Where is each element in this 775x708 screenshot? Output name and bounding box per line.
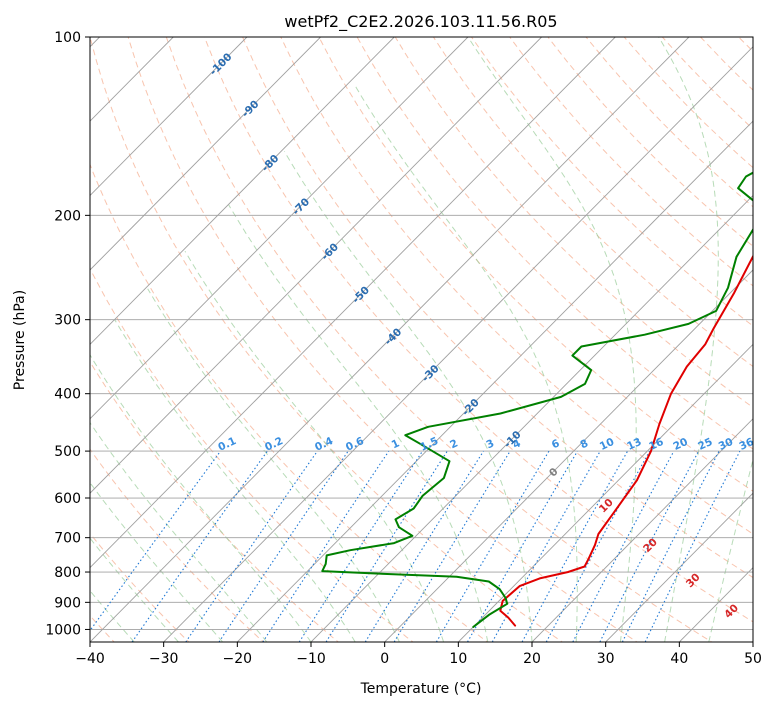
axes: −40 −30 −20 −10 0 10 20 30 40 50 1000 900 800 700 600 5… bbox=[45, 30, 762, 667]
x-tick-label: 40 bbox=[670, 651, 688, 667]
y-tick-label: 1000 bbox=[45, 622, 81, 638]
x-tick-label: 30 bbox=[597, 651, 615, 667]
mixing-ratio-line bbox=[521, 450, 629, 642]
moist-adiabat bbox=[467, 37, 637, 642]
mixing-ratio-line bbox=[545, 450, 651, 642]
mixing-ratio-line bbox=[90, 450, 221, 632]
chart-title: wetPf2_C2E2.2026.103.11.56.R05 bbox=[284, 12, 557, 32]
isotherm bbox=[384, 269, 753, 642]
moist-adiabat bbox=[283, 151, 533, 642]
isotherm bbox=[90, 37, 616, 569]
x-axis-label: Temperature (°C) bbox=[360, 681, 482, 697]
moist-adiabat bbox=[90, 537, 179, 642]
mixing-ratio-line bbox=[572, 450, 675, 642]
profile-lines bbox=[321, 171, 753, 628]
dry-adiabat bbox=[432, 37, 753, 368]
dry-adiabat bbox=[318, 37, 753, 492]
dewpoint-profile-line bbox=[321, 171, 753, 628]
moist-adiabat bbox=[90, 421, 268, 642]
x-tick-label: −10 bbox=[296, 651, 326, 667]
mixing-ratio-line bbox=[298, 450, 423, 642]
y-tick-label: 500 bbox=[54, 444, 81, 460]
dry-adiabat bbox=[394, 37, 753, 409]
mixing-ratio-label: 4 bbox=[511, 437, 523, 451]
y-tick-label: 400 bbox=[54, 387, 81, 403]
isotherm bbox=[90, 37, 690, 642]
mixing-ratio-label: 13 bbox=[625, 436, 643, 453]
x-tick-label: 20 bbox=[523, 651, 541, 667]
mixing-ratio-label: 3 bbox=[484, 437, 496, 451]
mixing-ratio-label: 20 bbox=[672, 436, 690, 453]
mixing-ratio-line bbox=[364, 450, 484, 642]
mixing-ratio-label: 8 bbox=[578, 437, 590, 451]
mixing-ratio-line bbox=[644, 450, 741, 642]
mixing-ratio-line bbox=[621, 450, 720, 642]
x-tick-label: −30 bbox=[149, 651, 179, 667]
dry-adiabat bbox=[90, 163, 489, 642]
y-tick-label: 900 bbox=[54, 595, 81, 611]
moist-adiabat bbox=[658, 37, 719, 642]
moist-adiabat bbox=[147, 288, 400, 642]
isotherm bbox=[90, 37, 395, 345]
y-tick-label: 100 bbox=[54, 30, 81, 46]
isotherm bbox=[605, 492, 753, 642]
moist-adiabat bbox=[353, 83, 578, 642]
isotherm bbox=[90, 37, 248, 197]
y-tick-label: 300 bbox=[54, 313, 81, 329]
y-tick-label: 200 bbox=[54, 208, 81, 224]
dry-adiabat bbox=[90, 267, 414, 642]
isotherm bbox=[310, 194, 753, 642]
background-lines bbox=[90, 37, 753, 642]
mixing-ratio-label: 6 bbox=[550, 437, 562, 451]
mixing-ratio-line bbox=[325, 450, 448, 642]
temperature-profile-line bbox=[499, 254, 753, 627]
isotherm bbox=[237, 120, 753, 642]
isotherm bbox=[90, 37, 542, 494]
isotherm bbox=[163, 46, 753, 642]
y-tick-label: 700 bbox=[54, 531, 81, 547]
mixing-ratio-label: 36 bbox=[737, 436, 755, 453]
x-tick-label: 50 bbox=[744, 651, 762, 667]
mixing-ratio-line bbox=[262, 450, 390, 642]
y-axis-label: Pressure (hPa) bbox=[12, 290, 28, 390]
dry-adiabat bbox=[242, 37, 753, 579]
dry-adiabat bbox=[356, 37, 753, 450]
moist-adiabat bbox=[228, 204, 489, 642]
mixing-ratio-label: 30 bbox=[717, 436, 735, 453]
y-tick-label: 600 bbox=[54, 491, 81, 507]
mixing-ratio-label: 10 bbox=[598, 436, 616, 453]
mixing-ratio-line bbox=[131, 450, 268, 642]
x-tick-label: −20 bbox=[223, 651, 253, 667]
isotherm bbox=[90, 37, 321, 271]
isotherm bbox=[531, 418, 753, 642]
x-tick-label: 10 bbox=[449, 651, 467, 667]
mixing-ratio-label: 16 bbox=[647, 436, 665, 453]
mixing-ratio-line bbox=[393, 450, 511, 642]
isotherm bbox=[458, 343, 753, 642]
mixing-ratio-line bbox=[218, 450, 349, 642]
mixing-ratio-label: 25 bbox=[696, 436, 714, 453]
isotherm bbox=[90, 37, 469, 420]
mixing-ratio-line bbox=[185, 450, 318, 642]
plot-frame bbox=[89, 36, 754, 643]
mixing-ratio-label: 1 bbox=[390, 437, 402, 451]
moist-adiabat bbox=[708, 457, 753, 642]
dry-adiabat bbox=[280, 37, 753, 535]
y-tick-label: 800 bbox=[54, 565, 81, 581]
mixing-ratio-line bbox=[491, 450, 601, 642]
moist-adiabat bbox=[184, 251, 445, 642]
moist-adiabat bbox=[90, 481, 223, 642]
mixing-ratio-label: 2 bbox=[448, 437, 460, 451]
x-tick-label: 0 bbox=[380, 651, 389, 667]
x-tick-label: −40 bbox=[75, 651, 105, 667]
moist-adiabat bbox=[114, 319, 356, 642]
